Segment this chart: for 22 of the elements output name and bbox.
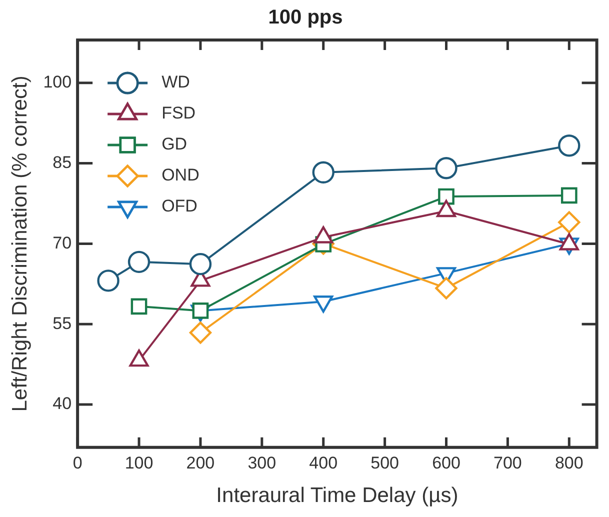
y-tick-label: 85 [52,152,72,172]
legend-label: FSD [162,104,196,123]
x-tick-label: 600 [432,453,460,472]
x-tick-label: 800 [554,453,584,472]
y-tick-label: 55 [52,314,72,333]
y-axis-title: Left/Right Discrimination (% correct) [8,76,32,412]
x-tick-label: 700 [494,453,522,472]
x-tick-label: 0 [72,453,82,472]
y-tick-label: 70 [52,233,72,252]
legend-label: GD [162,134,188,154]
y-tick-label: 40 [52,394,72,414]
x-tick-label: 200 [186,453,215,472]
y-tick-label: 100 [43,72,72,92]
legend-label: WD [162,72,190,92]
legend-label: OFD [162,196,198,216]
chart-title: 100 pps [268,6,343,29]
legend-label: OND [162,166,200,185]
x-tick-label: 500 [370,453,399,472]
x-tick-label: 400 [309,453,338,472]
x-tick-label: 100 [124,453,154,472]
x-tick-label: 300 [248,453,276,472]
x-axis-title: Interaural Time Delay (µs) [216,484,458,508]
